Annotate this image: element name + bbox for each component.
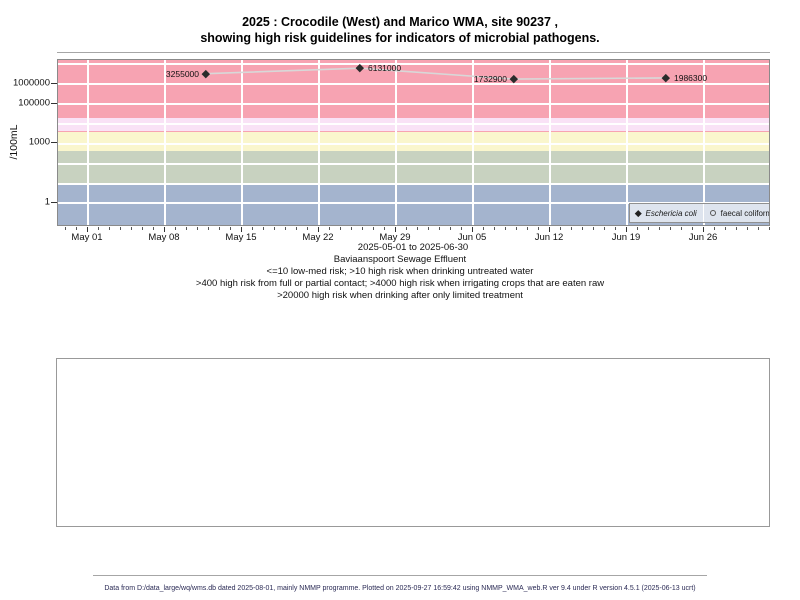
- footer-text: Data from D:/data_large/wq/wms.db dated …: [104, 585, 696, 592]
- data-point-value: 3255000: [165, 68, 199, 79]
- legend-item-faecal-coliforms: faecal coliforms: [702, 204, 769, 222]
- y-tick: [51, 103, 57, 104]
- x-tick-label: Jun 05: [457, 232, 487, 243]
- y-tick-label: 1000: [28, 136, 50, 148]
- data-point-value: 1732900: [473, 74, 507, 85]
- y-tick-label: 100000: [18, 97, 50, 109]
- x-tick-label: Jun 26: [688, 232, 718, 243]
- empty-panel: [56, 358, 770, 527]
- gridline-v: [549, 60, 551, 225]
- x-tick-label: May 15: [225, 232, 257, 243]
- x-tick: [395, 227, 396, 232]
- site-caption: Baviaanspoort Sewage Effluent: [333, 254, 467, 265]
- risk-caption-3: >20000 high risk when drinking after onl…: [277, 290, 523, 301]
- risk-caption-2: >400 high risk from full or partial cont…: [195, 278, 605, 289]
- legend-item-ecoli: Eschericia coli: [630, 204, 703, 222]
- gridline-v: [703, 60, 705, 225]
- legend-label: Eschericia coli: [645, 208, 697, 218]
- x-tick: [472, 227, 473, 232]
- x-tick: [626, 227, 627, 232]
- x-tick-label: May 29: [379, 232, 411, 243]
- y-tick: [51, 202, 57, 203]
- chart-title-line2: showing high risk guidelines for indicat…: [200, 31, 600, 45]
- gridline-v: [87, 60, 89, 225]
- gridline-h: [58, 83, 769, 86]
- legend-label: faecal coliforms: [720, 208, 769, 218]
- chart-title-line1: 2025 : Crocodile (West) and Marico WMA, …: [242, 15, 558, 29]
- gridline-h: [58, 142, 769, 145]
- x-tick: [164, 227, 165, 232]
- x-tick-label: May 22: [302, 232, 334, 243]
- x-tick-label: May 08: [148, 232, 180, 243]
- x-tick-label: May 01: [71, 232, 103, 243]
- gridline-v: [395, 60, 397, 225]
- x-tick: [241, 227, 242, 232]
- gridline-v: [241, 60, 243, 225]
- y-tick-label: 1000000: [13, 77, 50, 89]
- series-line: [205, 67, 667, 80]
- gridline-v: [472, 60, 474, 225]
- x-tick-label: Jun 12: [534, 232, 564, 243]
- title-separator-line: [57, 52, 770, 53]
- legend: Eschericia coli faecal coliforms: [629, 203, 769, 223]
- data-point-value: 1986300: [674, 72, 708, 83]
- risk-band-10-400: [58, 151, 769, 184]
- footer-separator-line: [93, 575, 707, 576]
- x-tick-label: Jun 19: [611, 232, 641, 243]
- gridline-v: [626, 60, 628, 225]
- x-axis-minor-ticks: [65, 227, 770, 230]
- gridline-h: [58, 182, 769, 185]
- plot-area: 3255000 6131000 1732900 1986300 Escheric…: [57, 59, 770, 226]
- gridline-h: [58, 103, 769, 106]
- gridline-h: [58, 162, 769, 165]
- gridline-h: [58, 63, 769, 66]
- risk-band-400-4000: [58, 131, 769, 152]
- y-tick-label: 1: [44, 196, 50, 208]
- date-range-caption: 2025-05-01 to 2025-06-30: [357, 242, 469, 253]
- y-tick: [51, 83, 57, 84]
- x-tick: [549, 227, 550, 232]
- gridline-v: [164, 60, 166, 225]
- x-tick: [87, 227, 88, 232]
- data-point-value: 6131000: [368, 63, 402, 74]
- filled-diamond-icon: [635, 209, 642, 217]
- risk-caption-1: <=10 low-med risk; >10 high risk when dr…: [266, 266, 534, 277]
- gridline-h: [58, 123, 769, 125]
- open-circle-icon: [709, 210, 716, 216]
- gridline-v: [318, 60, 320, 225]
- gridline-h: [58, 202, 769, 205]
- x-tick: [318, 227, 319, 232]
- y-tick: [51, 142, 57, 143]
- x-tick: [703, 227, 704, 232]
